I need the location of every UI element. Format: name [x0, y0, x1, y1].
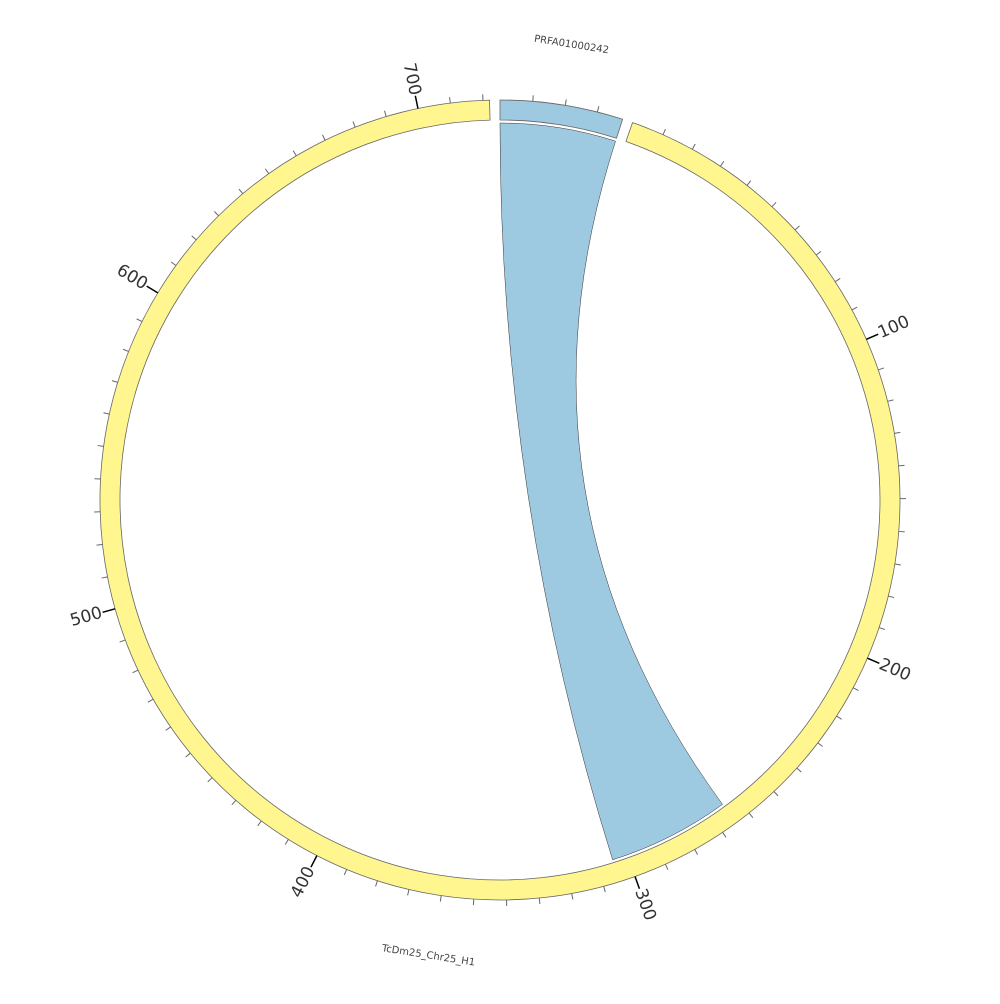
minor-tick — [888, 596, 894, 597]
minor-tick — [408, 890, 409, 896]
sector-name: PRFA01000242 — [533, 34, 609, 57]
minor-tick — [344, 869, 346, 875]
major-tick — [103, 609, 116, 613]
minor-tick — [723, 832, 726, 837]
tick-label: 200 — [876, 654, 914, 685]
sector-name: TcDm25_Chr25_H1 — [380, 943, 476, 969]
minor-tick — [376, 881, 378, 887]
minor-tick — [384, 111, 386, 117]
minor-tick — [663, 129, 665, 134]
minor-tick — [878, 368, 884, 370]
major-tick — [635, 877, 639, 889]
minor-tick — [665, 864, 667, 869]
minor-tick — [837, 716, 842, 719]
minor-tick — [835, 278, 840, 281]
major-tick — [415, 96, 418, 109]
sector — [100, 100, 900, 900]
minor-tick — [572, 894, 573, 900]
minor-tick — [265, 169, 268, 174]
major-tick — [867, 658, 879, 663]
tick-label: 500 — [68, 603, 105, 631]
minor-tick — [137, 319, 142, 322]
minor-tick — [450, 97, 451, 103]
minor-tick — [102, 577, 108, 578]
major-tick — [311, 856, 317, 868]
minor-tick — [214, 211, 218, 215]
minor-tick — [98, 446, 104, 447]
minor-tick — [123, 349, 129, 351]
minor-tick — [720, 161, 723, 166]
minor-tick — [895, 564, 901, 565]
minor-tick — [888, 400, 894, 401]
minor-tick — [285, 839, 288, 844]
tick-label: 600 — [113, 260, 151, 294]
minor-tick — [816, 251, 821, 255]
minor-tick — [795, 226, 799, 230]
minor-tick — [171, 262, 176, 266]
minor-tick — [747, 181, 751, 186]
minor-tick — [899, 465, 905, 466]
minor-tick — [208, 778, 212, 782]
minor-tick — [239, 189, 243, 194]
minor-tick — [852, 307, 857, 310]
tick-label: 300 — [630, 886, 660, 923]
minor-tick — [853, 688, 858, 691]
minor-tick — [120, 640, 126, 642]
minor-tick — [695, 849, 698, 854]
tick-label: 700 — [399, 61, 425, 97]
major-tick — [147, 286, 158, 293]
minor-tick — [322, 135, 325, 140]
tick-label: 100 — [875, 312, 913, 343]
tick-label: 400 — [287, 863, 320, 901]
minor-tick — [148, 699, 153, 702]
minor-tick — [232, 800, 236, 805]
minor-tick — [818, 743, 823, 747]
minor-tick — [565, 99, 566, 105]
minor-tick — [604, 886, 606, 892]
minor-tick — [797, 768, 801, 772]
link-ribbon — [500, 123, 723, 860]
minor-tick — [894, 432, 900, 433]
minor-tick — [353, 122, 355, 128]
minor-tick — [192, 236, 197, 240]
minor-tick — [186, 753, 191, 757]
minor-tick — [440, 896, 441, 902]
minor-tick — [166, 727, 171, 730]
minor-tick — [112, 381, 118, 383]
minor-tick — [539, 898, 540, 904]
minor-tick — [293, 151, 296, 156]
minor-tick — [692, 144, 695, 149]
minor-tick — [879, 628, 885, 630]
minor-tick — [97, 544, 103, 545]
major-tick — [866, 334, 878, 339]
minor-tick — [103, 413, 109, 414]
minor-tick — [133, 670, 138, 673]
minor-tick — [772, 202, 776, 206]
minor-tick — [774, 792, 778, 796]
minor-tick — [749, 813, 753, 818]
minor-tick — [597, 106, 598, 112]
minor-tick — [258, 821, 262, 826]
